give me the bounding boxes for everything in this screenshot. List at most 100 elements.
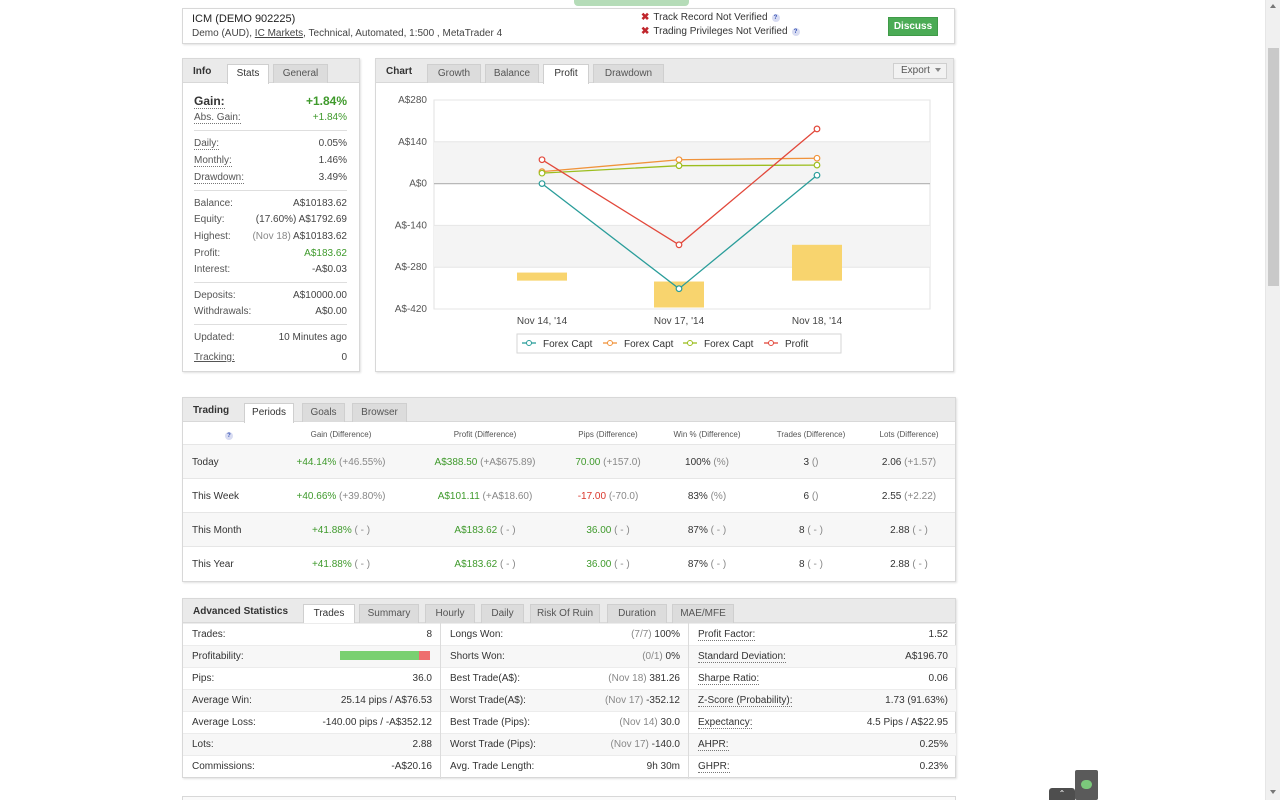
series-point (675, 241, 683, 249)
cell-value: A$388.50 (434, 457, 478, 468)
cell-difference: (%) (710, 457, 729, 468)
stat-amount: 9h 30m (646, 761, 680, 772)
scroll-up-arrow[interactable] (1270, 4, 1276, 8)
table-row: This Month +41.88% ( - ) A$183.62 ( - ) 36.… (183, 512, 955, 546)
table-cell: 2.88 ( - ) (849, 525, 969, 536)
profit-label: Profit: (194, 248, 221, 259)
table-cell: 87% ( - ) (647, 559, 767, 570)
stat-label: Worst Trade(A$): (450, 695, 526, 706)
table-cell: 100% (%) (647, 457, 767, 468)
series-point (813, 171, 821, 179)
tab-summary[interactable]: Summary (359, 604, 419, 623)
tab-drawdown[interactable]: Drawdown (593, 64, 664, 83)
stat-row: Avg. Trade Length: 9h 30m (441, 755, 688, 777)
tab-mae-mfe[interactable]: MAE/MFE (672, 604, 734, 623)
y-tick-label: A$280 (398, 95, 427, 106)
scroll-top-button[interactable]: ⌃ (1049, 788, 1075, 800)
cell-value: +41.88% (311, 525, 352, 536)
x-tick-label: Nov 18, '14 (792, 316, 843, 327)
cell-value: +41.88% (311, 559, 352, 570)
cell-value: 3 (803, 457, 810, 468)
tab-trades[interactable]: Trades (303, 604, 355, 624)
cell-difference: ( - ) (351, 525, 371, 536)
tab-daily[interactable]: Daily (481, 604, 524, 623)
stat-amount: 1.73 (91.63%) (885, 695, 948, 706)
advanced-statistics-panel: Advanced Statistics Trades Summary Hourl… (182, 598, 956, 779)
stat-row: AHPR: 0.25% (689, 733, 956, 755)
cell-difference: (-70.0) (606, 491, 639, 502)
info-tabbar: Info Stats General (183, 59, 359, 84)
chart-tabbar: Chart Growth Balance Profit Drawdown Exp… (376, 59, 953, 84)
cell-value: 2.55 (881, 491, 902, 502)
stat-value: 4.5 Pips / A$22.95 (867, 717, 948, 728)
help-icon[interactable]: ? (771, 14, 780, 22)
tab-risk-of-ruin[interactable]: Risk Of Ruin (530, 604, 600, 623)
stat-amount: 0.23% (919, 761, 948, 772)
divider (194, 324, 347, 325)
stat-amount: A$196.70 (905, 651, 948, 662)
tab-profit[interactable]: Profit (543, 64, 589, 84)
equity-amount: A$1792.69 (298, 214, 347, 225)
tab-hourly[interactable]: Hourly (425, 604, 475, 623)
stat-label: Pips: (192, 673, 215, 684)
tab-browser[interactable]: Browser (352, 403, 407, 422)
tracking-row: Tracking: 0 (194, 352, 347, 366)
chart-panel: Chart Growth Balance Profit Drawdown Exp… (375, 58, 954, 372)
stat-amount: -140.00 pips / -A$352.12 (322, 717, 432, 728)
table-row: This Year +41.88% ( - ) A$183.62 ( - ) 36.0… (183, 546, 955, 580)
tab-general[interactable]: General (273, 64, 328, 83)
legend-marker (607, 340, 613, 346)
abs-gain-value: +1.84% (312, 112, 347, 123)
stat-label: Best Trade(A$): (450, 673, 521, 684)
table-cell: +44.14% (+46.55%) (281, 457, 401, 468)
interest-label: Interest: (194, 264, 231, 275)
track-record-warning: ✖ Track Record Not Verified? (641, 12, 780, 23)
help-icon[interactable]: ? (791, 28, 800, 36)
daily-label: Daily: (194, 138, 220, 150)
tab-duration[interactable]: Duration (607, 604, 667, 623)
highest-label: Highest: (194, 231, 231, 242)
chat-widget[interactable] (1075, 770, 1098, 800)
scroll-down-arrow[interactable] (1270, 790, 1276, 794)
scrollbar-thumb[interactable] (1268, 48, 1279, 286)
cell-difference: ( - ) (707, 525, 727, 536)
deposits-label: Deposits: (194, 290, 236, 301)
trading-tabbar: Trading Periods Goals Browser (183, 398, 955, 423)
stat-row: Profitability: (183, 645, 440, 667)
cell-difference: ( - ) (351, 559, 371, 570)
cell-value: A$101.11 (437, 491, 480, 502)
stat-label: Expectancy: (698, 717, 753, 729)
table-cell: 83% (%) (647, 491, 767, 502)
discuss-button[interactable]: Discuss (888, 17, 938, 36)
column-divider (688, 623, 689, 779)
tab-periods[interactable]: Periods (244, 403, 294, 423)
legend-box (516, 333, 842, 354)
tab-goals[interactable]: Goals (302, 403, 345, 422)
advanced-title: Advanced Statistics (193, 606, 289, 617)
legend-label: Profit (785, 339, 809, 350)
tracking-link[interactable]: Tracking: (194, 352, 235, 363)
account-title: ICM (DEMO 902225) (192, 13, 296, 25)
deposits-value: A$10000.00 (293, 290, 347, 301)
stat-row: Average Win: 25.14 pips / A$76.53 (183, 689, 440, 711)
withdrawals-value: A$0.00 (315, 306, 347, 317)
export-dropdown[interactable]: Export (893, 63, 947, 79)
stat-row: Average Loss: -140.00 pips / -A$352.12 (183, 711, 440, 733)
cell-value: 8 (799, 525, 805, 536)
top-tab-stub[interactable] (574, 0, 689, 6)
broker-link[interactable]: IC Markets (254, 28, 304, 39)
tab-stats[interactable]: Stats (227, 64, 269, 84)
stat-label: Average Loss: (192, 717, 256, 728)
column-header-trades: Trades (Difference) (776, 430, 846, 439)
monthly-value: 1.46% (318, 155, 347, 166)
vertical-scrollbar[interactable] (1265, 0, 1280, 800)
cell-value: +44.14% (296, 457, 337, 468)
help-icon[interactable]: ? (225, 432, 233, 440)
tab-growth[interactable]: Growth (427, 64, 481, 83)
cell-difference: (+A$18.60) (479, 491, 533, 502)
stat-row: Best Trade (Pips): (Nov 14) 30.0 (441, 711, 688, 733)
cell-difference: (+46.55%) (336, 457, 386, 468)
legend-marker (526, 340, 532, 346)
tab-balance[interactable]: Balance (485, 64, 539, 83)
cell-difference: (+1.57) (901, 457, 937, 468)
